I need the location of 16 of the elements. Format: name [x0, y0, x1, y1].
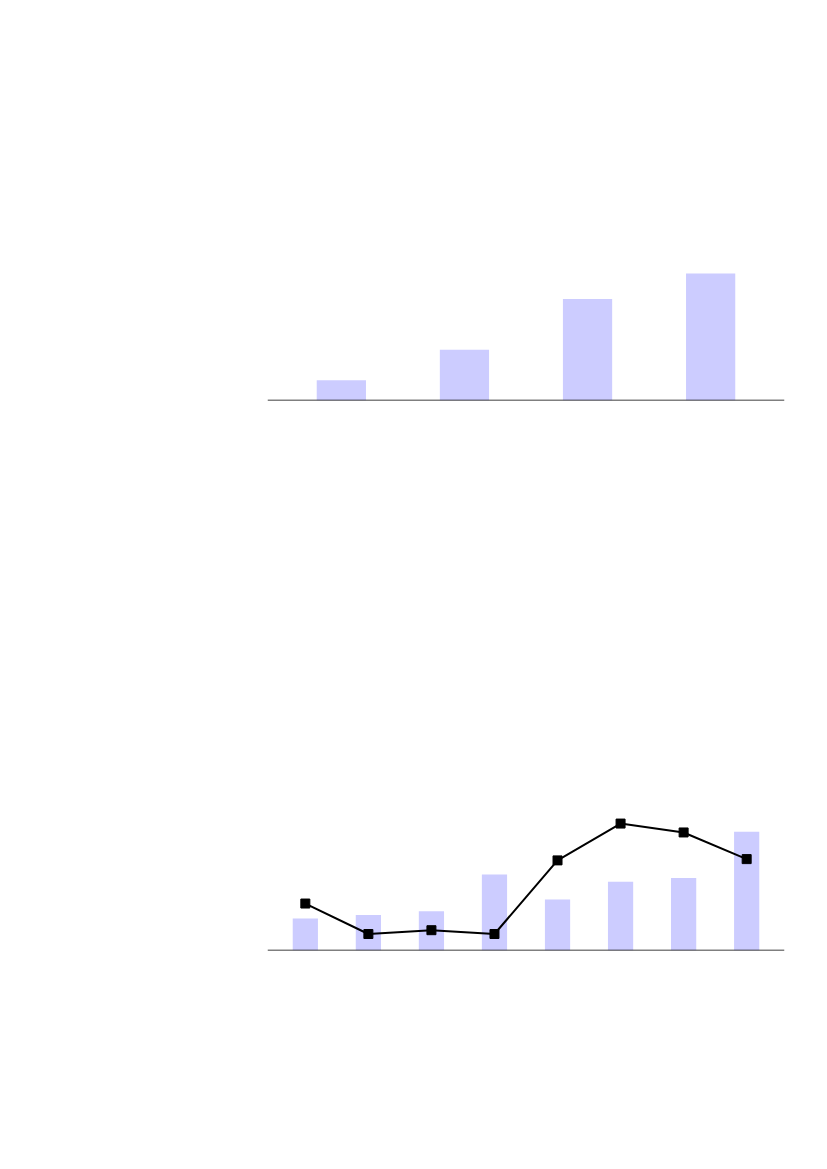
point	[615, 818, 626, 829]
bar	[734, 831, 760, 951]
point	[489, 929, 500, 939]
bar	[562, 298, 613, 401]
point	[678, 827, 689, 838]
bar	[316, 380, 366, 401]
bar	[544, 899, 571, 951]
bar	[292, 918, 318, 951]
point	[300, 898, 311, 909]
bar	[481, 874, 508, 951]
bar	[607, 881, 634, 951]
point	[741, 854, 752, 865]
bar	[439, 349, 490, 401]
bar	[671, 878, 697, 951]
bar	[686, 273, 736, 401]
point	[552, 855, 563, 866]
